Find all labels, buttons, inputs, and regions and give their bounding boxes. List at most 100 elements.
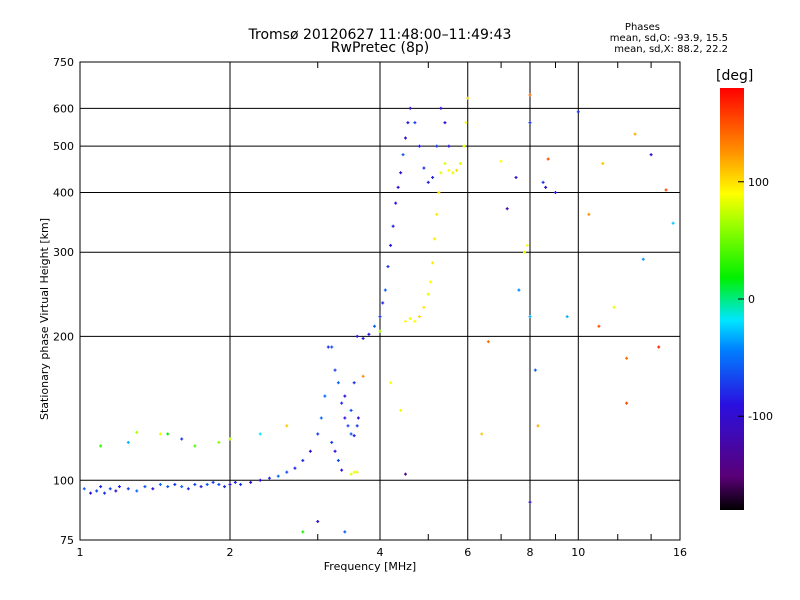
data-point: [458, 161, 462, 165]
data-point: [664, 188, 668, 192]
data-point: [89, 491, 93, 495]
data-point: [480, 432, 484, 436]
data-point: [361, 336, 365, 340]
data-point: [378, 315, 382, 319]
data-point: [126, 487, 130, 491]
data-point: [117, 485, 121, 489]
data-point: [413, 121, 417, 125]
data-point: [649, 153, 653, 157]
data-point: [517, 288, 521, 292]
data-point: [361, 374, 365, 378]
y-tick-label: 600: [53, 102, 74, 115]
data-point: [293, 466, 297, 470]
data-point: [193, 482, 197, 486]
data-point: [601, 161, 605, 165]
y-tick-label: 750: [53, 56, 74, 69]
colorbar: 100 0 -100: [720, 88, 773, 510]
data-point: [671, 221, 675, 225]
data-point: [340, 401, 344, 405]
data-point: [330, 345, 334, 349]
axes: 1 2 4 6 8 10 16 75 100 200 300 400 500 600 750 Frequenc…: [38, 56, 687, 573]
data-point: [217, 482, 221, 486]
data-point: [528, 121, 532, 125]
data-point: [439, 106, 443, 110]
phase-stats-title: Phases: [624, 22, 660, 33]
data-point: [367, 332, 371, 336]
data-point: [343, 394, 347, 398]
data-point: [355, 334, 359, 338]
data-point: [408, 106, 412, 110]
data-point: [451, 171, 455, 175]
data-point: [422, 166, 426, 170]
data-point: [205, 482, 209, 486]
data-point: [422, 305, 426, 309]
data-point: [373, 324, 377, 328]
data-point: [403, 319, 407, 323]
data-point: [316, 519, 320, 523]
y-tick-label: 400: [53, 186, 74, 199]
data-point: [401, 153, 405, 157]
data-point: [641, 257, 645, 261]
data-point: [340, 468, 344, 472]
data-point: [553, 190, 557, 194]
data-point: [399, 408, 403, 412]
data-point: [166, 432, 170, 436]
data-point: [333, 449, 337, 453]
data-point: [576, 110, 580, 114]
data-point: [258, 432, 262, 436]
data-point: [228, 437, 232, 441]
data-point: [143, 485, 147, 489]
data-point: [135, 489, 139, 493]
data-point: [428, 280, 432, 284]
data-point: [258, 478, 262, 482]
data-point: [443, 121, 447, 125]
data-point: [151, 487, 155, 491]
data-point: [352, 470, 356, 474]
data-point: [352, 381, 356, 385]
data-point: [173, 482, 177, 486]
colorbar-tick-label: -100: [748, 410, 773, 423]
data-point: [378, 329, 382, 333]
y-tick-label: 500: [53, 140, 74, 153]
colorbar-tick-label: 100: [748, 176, 769, 189]
y-tick-label: 200: [53, 330, 74, 343]
data-point: [108, 487, 112, 491]
data-point: [433, 237, 437, 241]
data-point: [166, 485, 170, 489]
data-point: [336, 381, 340, 385]
data-point: [316, 432, 320, 436]
data-point: [403, 136, 407, 140]
chart-subtitle: RwPretec (8p): [330, 40, 430, 56]
data-point: [301, 530, 305, 534]
data-point: [158, 432, 162, 436]
data-point: [355, 470, 359, 474]
x-tick-label: 4: [377, 546, 384, 559]
data-point: [99, 444, 103, 448]
data-point: [466, 96, 470, 100]
data-point: [435, 144, 439, 148]
data-point: [158, 482, 162, 486]
data-point: [462, 144, 466, 148]
data-point: [349, 408, 353, 412]
data-point: [439, 171, 443, 175]
data-point: [239, 482, 243, 486]
data-point: [406, 121, 410, 125]
y-tick-label: 300: [53, 246, 74, 259]
phase-stats-x-mode: mean, sd,X: 88.2, 22.2: [614, 44, 728, 55]
data-point: [349, 432, 353, 436]
data-point: [82, 487, 86, 491]
data-point: [417, 144, 421, 148]
data-point: [505, 207, 509, 211]
data-point: [417, 315, 421, 319]
data-point: [533, 368, 537, 372]
data-point: [343, 530, 347, 534]
data-point: [323, 394, 327, 398]
data-point: [464, 121, 468, 125]
data-point: [389, 381, 393, 385]
data-point: [431, 175, 435, 179]
data-point: [333, 368, 337, 372]
data-point: [285, 470, 289, 474]
data-point: [336, 458, 340, 462]
data-point: [249, 480, 253, 484]
data-point: [285, 424, 289, 428]
